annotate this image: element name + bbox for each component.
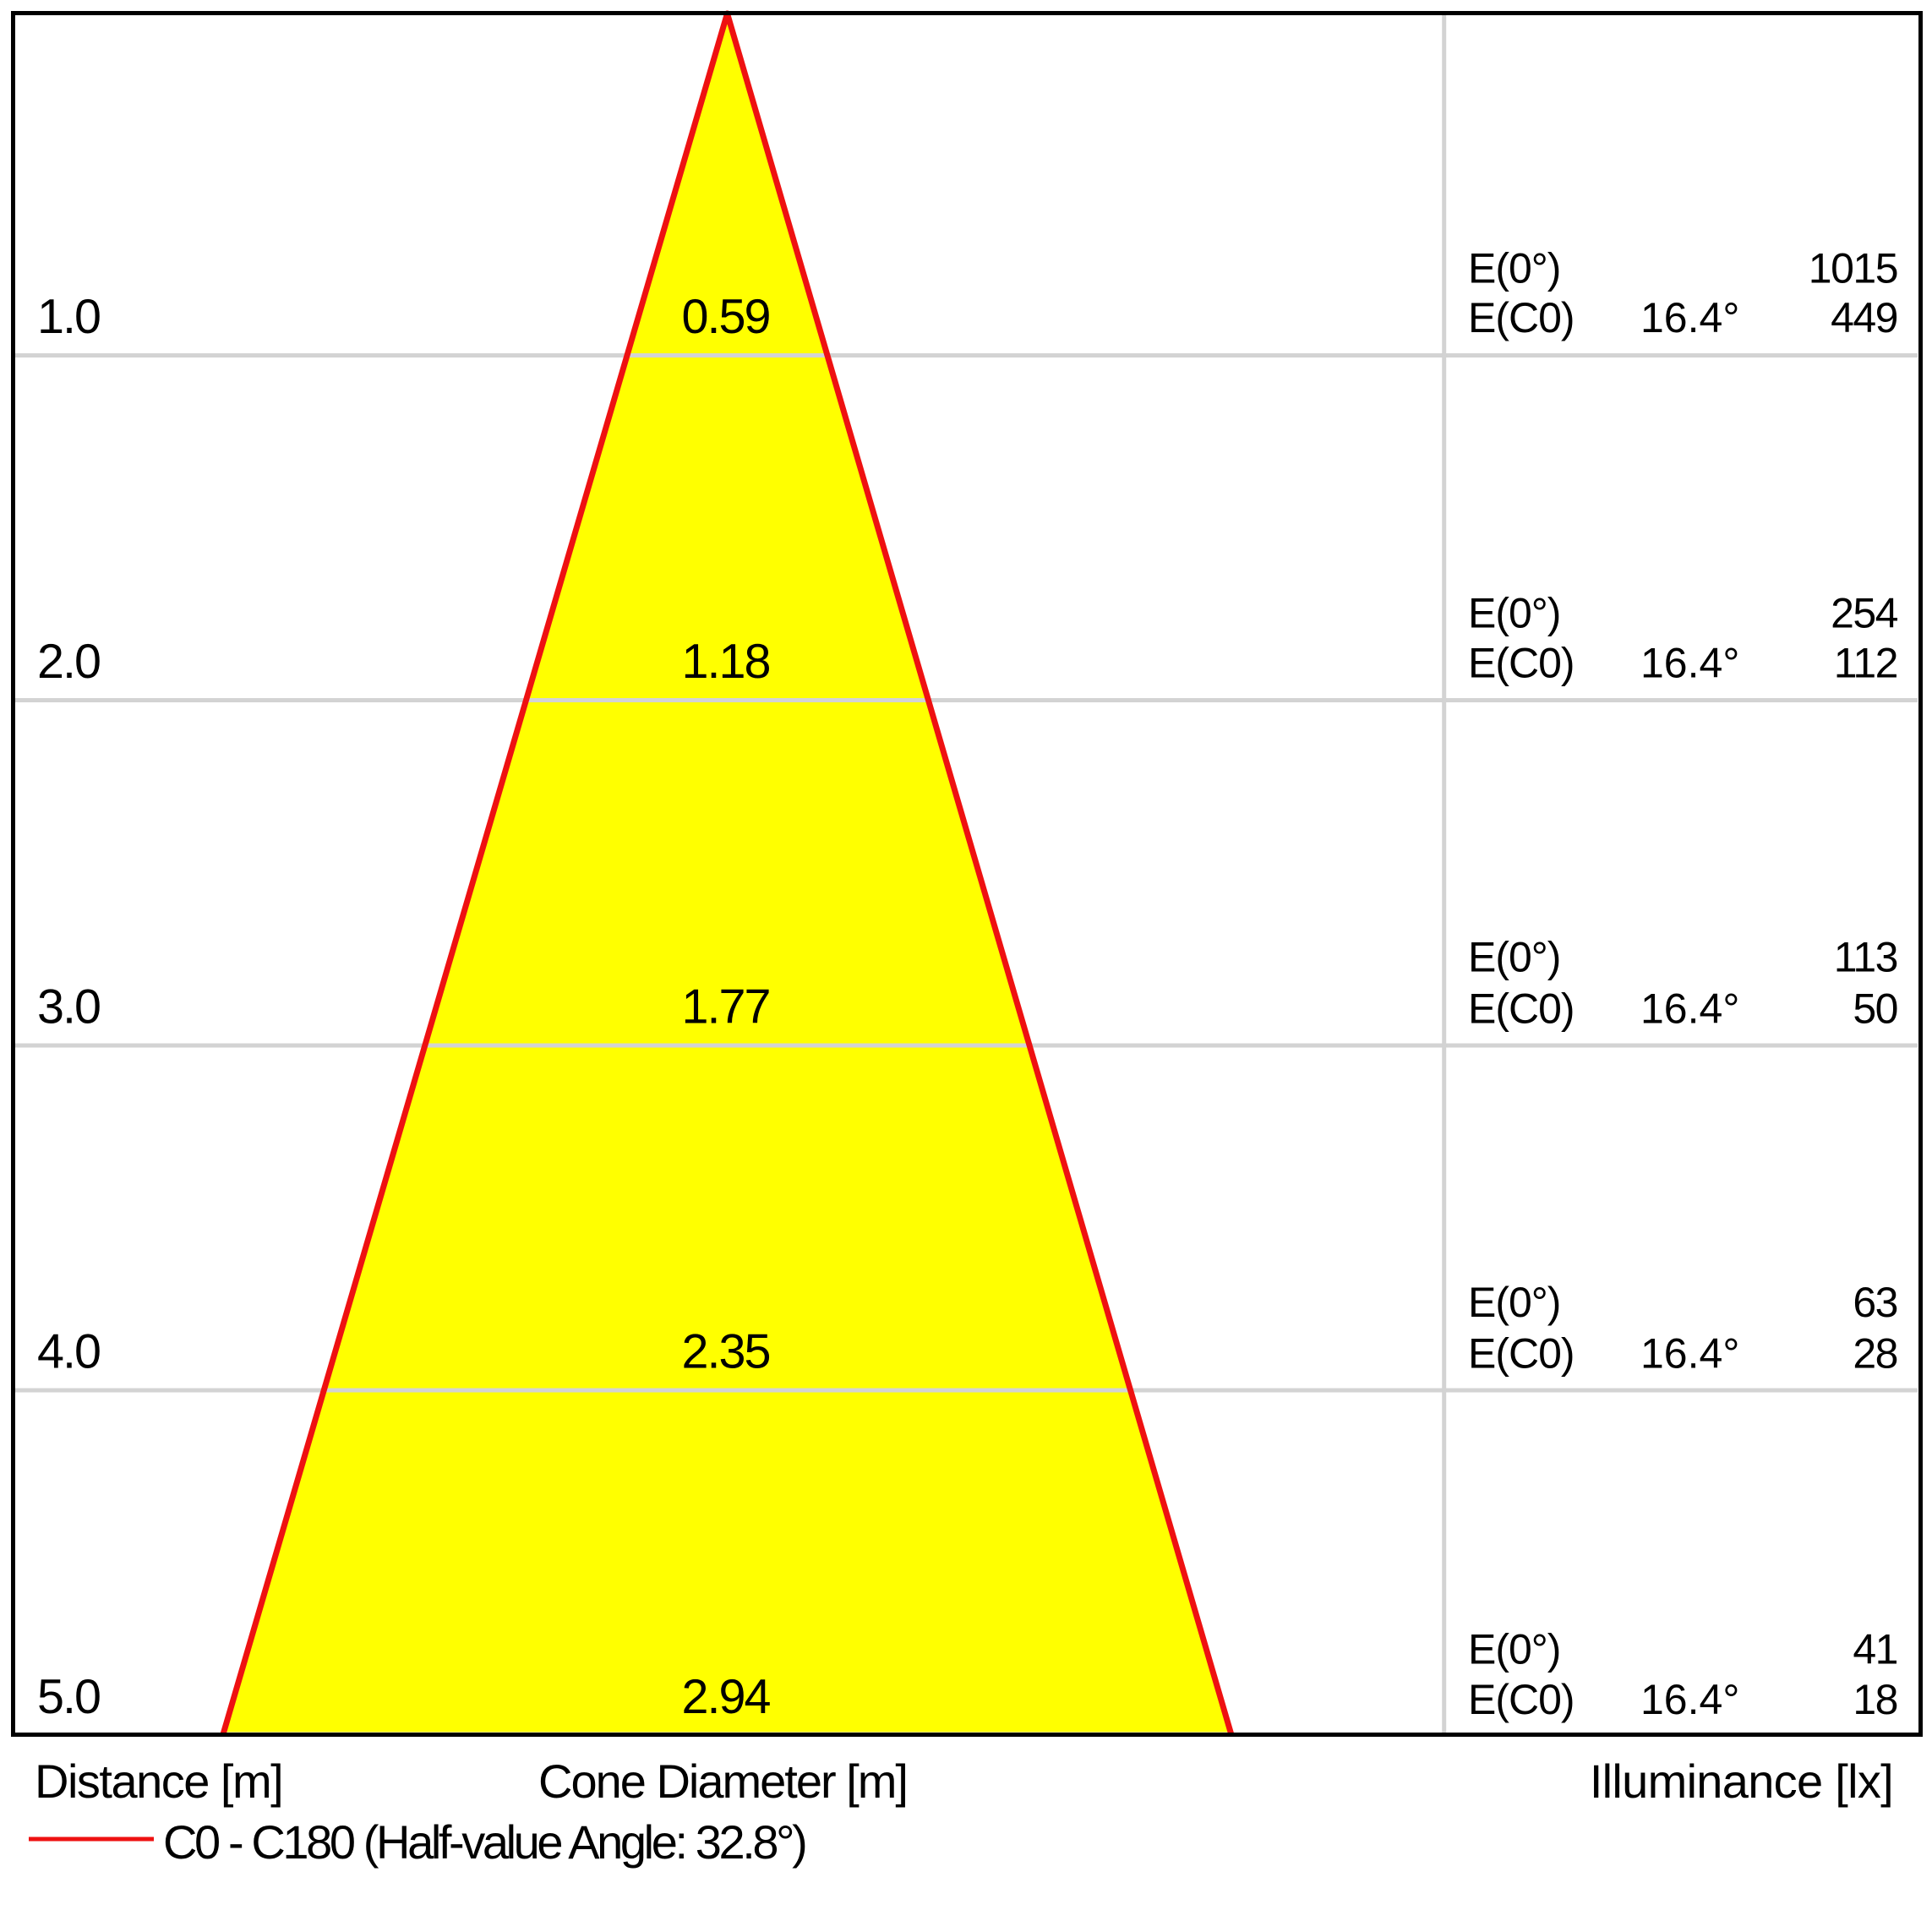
svg-text:50: 50 xyxy=(1853,985,1897,1032)
svg-text:1.0: 1.0 xyxy=(37,290,100,344)
svg-text:16.4°: 16.4° xyxy=(1640,985,1739,1032)
svg-text:0.59: 0.59 xyxy=(682,290,770,344)
svg-text:16.4°: 16.4° xyxy=(1640,639,1739,686)
svg-text:E(C0): E(C0) xyxy=(1468,1330,1575,1378)
svg-text:Illuminance [lx]: Illuminance [lx] xyxy=(1590,1755,1893,1808)
svg-text:4.0: 4.0 xyxy=(37,1325,100,1379)
svg-text:16.4°: 16.4° xyxy=(1640,1676,1739,1723)
svg-text:1015: 1015 xyxy=(1809,244,1897,292)
svg-text:E(0°): E(0°) xyxy=(1468,934,1560,981)
svg-text:1.18: 1.18 xyxy=(682,635,770,689)
svg-text:18: 18 xyxy=(1853,1676,1897,1723)
svg-text:112: 112 xyxy=(1834,639,1897,686)
svg-text:113: 113 xyxy=(1834,934,1897,981)
svg-text:E(0°): E(0°) xyxy=(1468,589,1560,636)
svg-text:C0 - C180 (Half-value Angle: 3: C0 - C180 (Half-value Angle: 32.8°) xyxy=(163,1815,805,1869)
svg-text:E(C0): E(C0) xyxy=(1468,294,1575,341)
svg-text:2.0: 2.0 xyxy=(37,635,100,689)
svg-text:254: 254 xyxy=(1831,589,1898,636)
svg-text:5.0: 5.0 xyxy=(37,1670,100,1724)
svg-text:63: 63 xyxy=(1853,1279,1897,1326)
svg-text:E(C0): E(C0) xyxy=(1468,639,1575,686)
svg-text:28: 28 xyxy=(1853,1330,1897,1378)
svg-text:E(0°): E(0°) xyxy=(1468,1625,1560,1673)
svg-text:16.4°: 16.4° xyxy=(1640,1330,1739,1378)
svg-text:449: 449 xyxy=(1831,294,1897,341)
svg-text:1.77: 1.77 xyxy=(682,980,770,1034)
svg-text:16.4°: 16.4° xyxy=(1640,294,1739,341)
svg-text:2.94: 2.94 xyxy=(682,1670,771,1724)
svg-text:E(C0): E(C0) xyxy=(1468,1676,1575,1723)
svg-text:E(0°): E(0°) xyxy=(1468,244,1560,292)
svg-text:E(C0): E(C0) xyxy=(1468,985,1575,1032)
svg-text:2.35: 2.35 xyxy=(682,1325,770,1379)
svg-text:Distance [m]: Distance [m] xyxy=(35,1755,282,1808)
svg-text:41: 41 xyxy=(1853,1625,1897,1673)
svg-text:Cone Diameter [m]: Cone Diameter [m] xyxy=(538,1755,907,1808)
svg-text:E(0°): E(0°) xyxy=(1468,1279,1560,1326)
svg-text:3.0: 3.0 xyxy=(37,980,100,1034)
